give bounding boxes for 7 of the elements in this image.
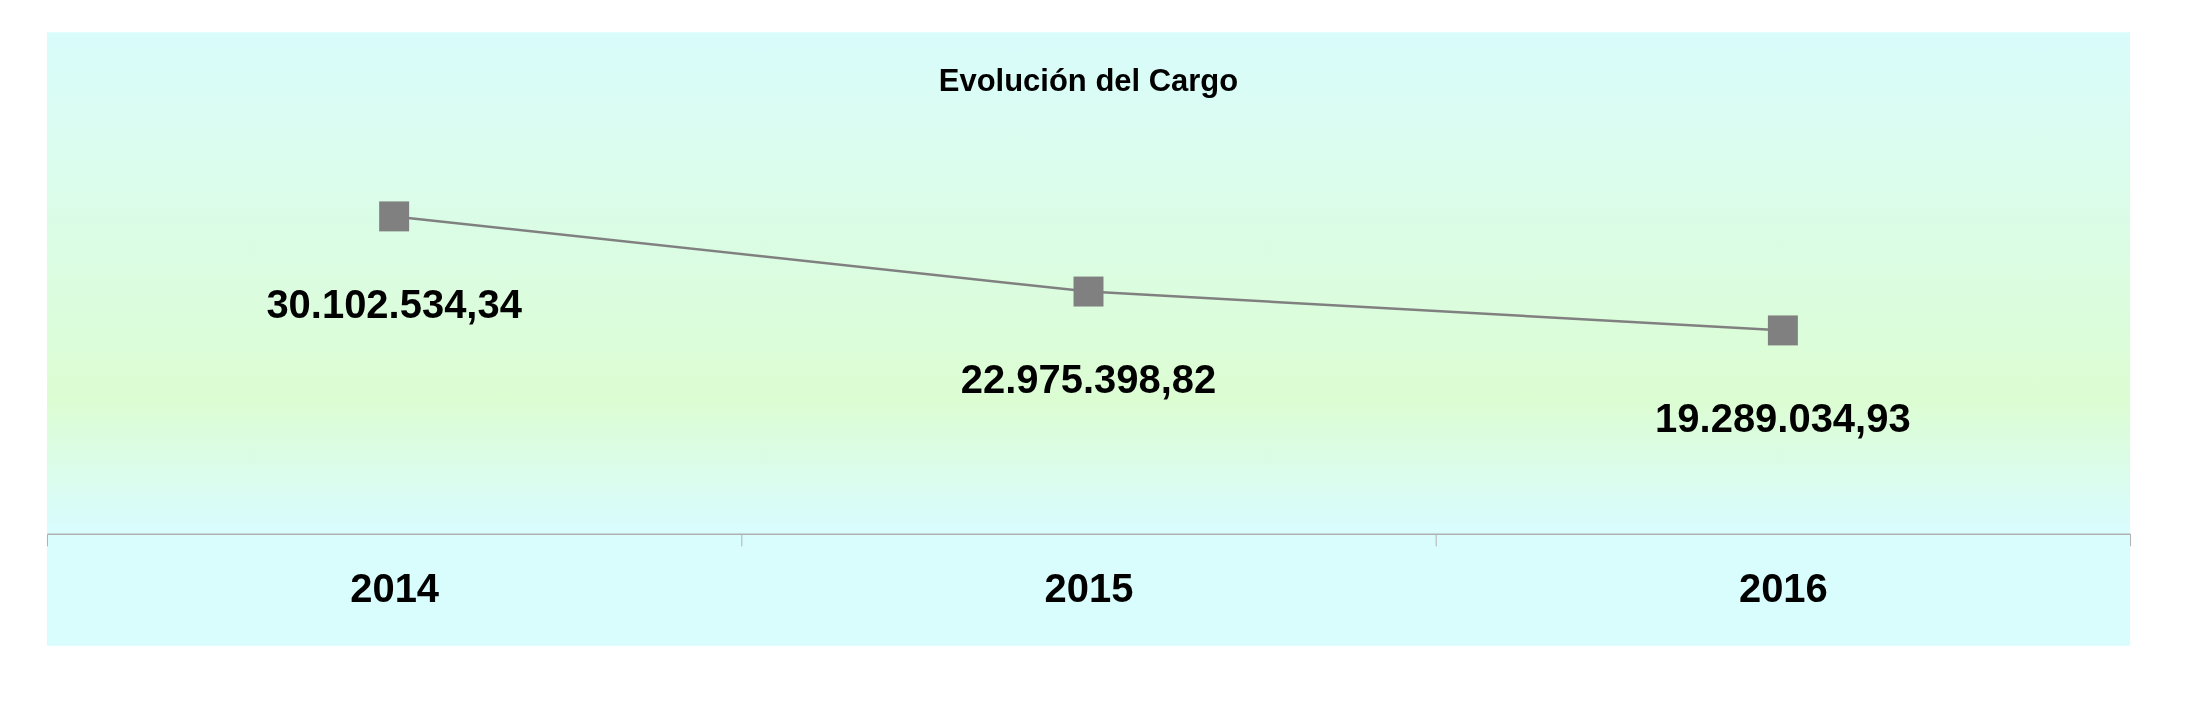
x-tick-label: 2016 — [1738, 566, 1828, 611]
x-tick-label: 2014 — [350, 566, 440, 611]
x-tick-label: 2015 — [1044, 566, 1134, 611]
chart-title: Evolución del Cargo — [938, 63, 1239, 99]
data-label: 19.289.034,93 — [1655, 396, 1911, 441]
data-label: 22.975.398,82 — [960, 357, 1217, 402]
data-label: 30.102.534,34 — [266, 282, 522, 327]
